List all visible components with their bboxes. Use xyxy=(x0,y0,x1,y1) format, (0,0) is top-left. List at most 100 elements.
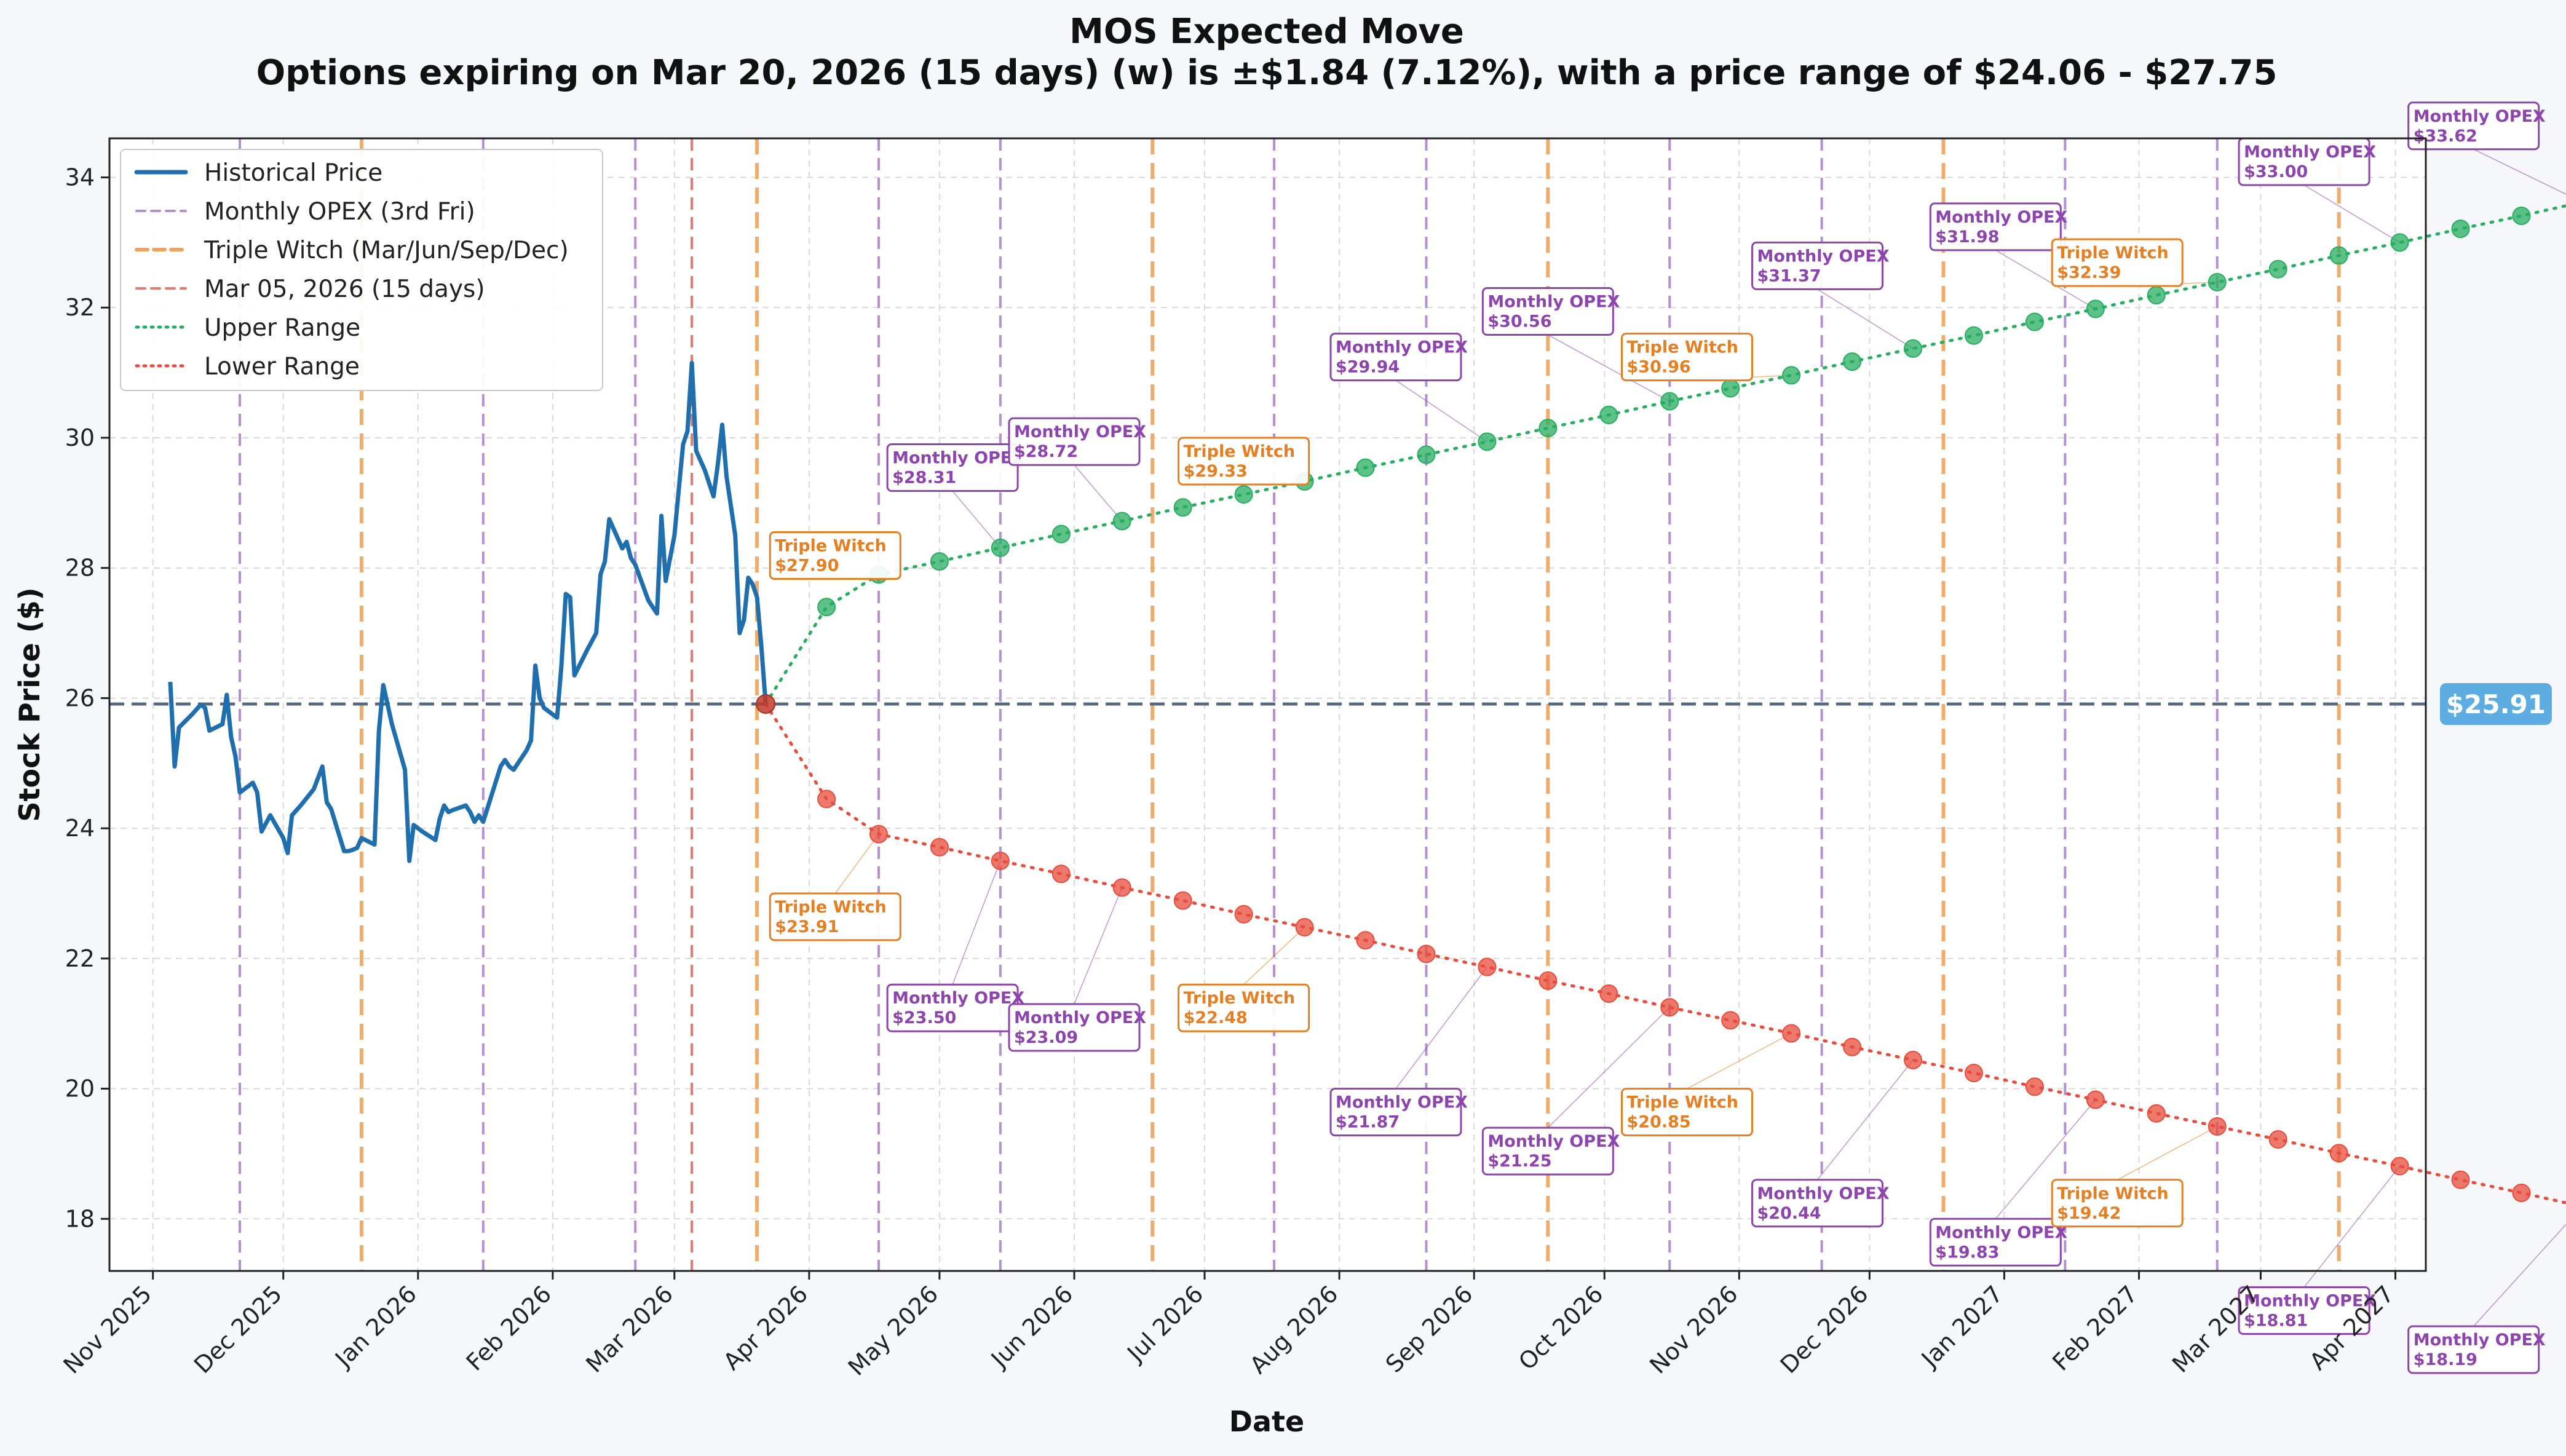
y-tick-label: 18 xyxy=(65,1205,95,1232)
annotation-box xyxy=(1621,333,1754,382)
annotation-box xyxy=(1929,202,2062,251)
legend-frame xyxy=(120,149,603,391)
lower-range-point xyxy=(1964,1064,1983,1083)
upper-range-point xyxy=(817,598,836,617)
triple-witch-annotation: Triple Witch$27.90 xyxy=(769,531,901,580)
annotation-price: $19.42 xyxy=(2057,1204,2121,1223)
y-tick-label: 34 xyxy=(65,164,95,191)
annotation-price: $31.37 xyxy=(1757,266,1821,285)
annotation-title: Monthly OPEX xyxy=(2414,1331,2546,1350)
opex-annotation: Monthly OPEX$31.37 xyxy=(1751,241,1890,290)
upper-range-point xyxy=(1660,392,1679,411)
opex-annotation: Monthly OPEX$28.72 xyxy=(1008,417,1146,466)
lower-range-point xyxy=(1782,1024,1801,1043)
upper-range-point xyxy=(1478,432,1497,451)
y-axis-label: Stock Price ($) xyxy=(13,587,46,821)
annotation-title: Monthly OPEX xyxy=(1487,1132,1620,1151)
annotation-leader xyxy=(1395,379,1487,442)
upper-range-point xyxy=(1721,379,1740,398)
opex-annotation: Monthly OPEX$18.19 xyxy=(2407,1325,2546,1374)
annotation-title: Monthly OPEX xyxy=(892,449,1024,468)
annotation-price: $33.62 xyxy=(2414,127,2477,146)
y-tick-label: 24 xyxy=(65,815,95,842)
annotation-price: $28.72 xyxy=(1014,442,1078,461)
lower-range-point xyxy=(1538,971,1558,990)
legend-label-triple: Triple Witch (Mar/Jun/Sep/Dec) xyxy=(204,237,569,264)
y-tick-label: 28 xyxy=(65,555,95,582)
annotation-title: Monthly OPEX xyxy=(892,989,1024,1008)
annotation-title: Triple Witch xyxy=(1184,989,1295,1008)
annotation-box xyxy=(1751,241,1884,290)
lower-range-point xyxy=(2268,1130,2287,1149)
y-tick-label: 32 xyxy=(65,294,95,321)
plot-frame xyxy=(108,137,2427,1272)
annotation-box xyxy=(2051,1179,2184,1228)
annotation-price: $29.33 xyxy=(1184,462,1248,481)
chart-title: MOS Expected Move xyxy=(1069,12,1464,52)
annotation-box xyxy=(1178,437,1310,486)
series xyxy=(168,204,2566,1205)
lower-range-point xyxy=(817,789,836,809)
annotation-leader xyxy=(2117,1126,2218,1181)
current-price-badge: $25.91 xyxy=(2440,683,2552,725)
annotation-price: $33.00 xyxy=(2244,162,2308,181)
annotation-title: Monthly OPEX xyxy=(2414,107,2546,126)
current-price-point xyxy=(756,694,776,714)
annotation-price: $23.50 xyxy=(892,1008,956,1027)
lower-range-point xyxy=(2208,1117,2227,1136)
lower-range-point xyxy=(1599,984,1618,1003)
annotation-leader xyxy=(1817,288,1914,349)
annotation-leader xyxy=(1074,887,1123,1005)
lower-range-line xyxy=(764,702,2566,1205)
upper-range-point xyxy=(1782,366,1801,385)
annotation-title: Monthly OPEX xyxy=(2244,143,2376,162)
upper-range-point xyxy=(991,538,1010,557)
upper-range-point xyxy=(2390,233,2409,252)
upper-range-point xyxy=(1417,445,1436,464)
legend-label-expiry: Mar 05, 2026 (15 days) xyxy=(204,275,485,303)
upper-range-point xyxy=(1964,326,1983,345)
annotation-box xyxy=(1008,417,1141,466)
annotation-price: $23.91 xyxy=(775,917,839,936)
annotation-box xyxy=(2238,1286,2370,1335)
annotation-title: Monthly OPEX xyxy=(1935,1223,2067,1242)
lower-range-point xyxy=(1904,1051,1923,1070)
annotation-title: Monthly OPEX xyxy=(1336,338,1468,357)
triple-witch-annotation: Triple Witch$32.39 xyxy=(2051,238,2184,287)
annotation-leader xyxy=(1243,927,1305,985)
annotation-price: $30.96 xyxy=(1627,358,1691,377)
lower-range-point xyxy=(1295,918,1314,937)
lower-range-point xyxy=(869,825,888,844)
annotation-box xyxy=(1329,1088,1462,1137)
upper-range-line xyxy=(764,204,2566,706)
y-tick-label: 26 xyxy=(65,684,95,711)
annotation-title: Monthly OPEX xyxy=(1336,1093,1468,1112)
current-price-label: $25.91 xyxy=(2446,689,2546,719)
annotation-title: Monthly OPEX xyxy=(1014,1008,1146,1027)
legend-label-upper: Upper Range xyxy=(204,314,360,342)
opex-annotation: Monthly OPEX$30.56 xyxy=(1481,287,1620,336)
annotation-title: Triple Witch xyxy=(775,536,887,555)
opex-annotation: Monthly OPEX$28.31 xyxy=(886,443,1024,493)
annotation-price: $32.39 xyxy=(2057,263,2121,282)
annotation-box xyxy=(1481,287,1614,336)
chart-subtitle: Options expiring on Mar 20, 2026 (15 day… xyxy=(256,53,2278,93)
upper-range-point xyxy=(1538,419,1558,438)
legend: Historical Price Monthly OPEX (3rd Fri) Tr… xyxy=(120,149,603,391)
legend-label-lower: Lower Range xyxy=(204,353,360,381)
triple-witch-annotation: Triple Witch$19.42 xyxy=(2051,1179,2184,1228)
annotation-leader xyxy=(1687,1032,1792,1090)
annotation-price: $21.87 xyxy=(1336,1113,1400,1132)
lower-range-point xyxy=(1051,865,1071,884)
annotation-price: $28.31 xyxy=(892,469,956,488)
annotation-box xyxy=(1751,1179,1884,1228)
annotation-price: $29.94 xyxy=(1336,358,1400,377)
upper-range-point xyxy=(1112,512,1131,531)
opex-annotation: Monthly OPEX$19.83 xyxy=(1929,1217,2068,1267)
upper-range-point xyxy=(1599,405,1618,424)
annotation-title: Triple Witch xyxy=(2057,243,2169,263)
triple-witch-annotation: Triple Witch$20.85 xyxy=(1621,1088,1754,1137)
lower-range-point xyxy=(1417,944,1436,963)
